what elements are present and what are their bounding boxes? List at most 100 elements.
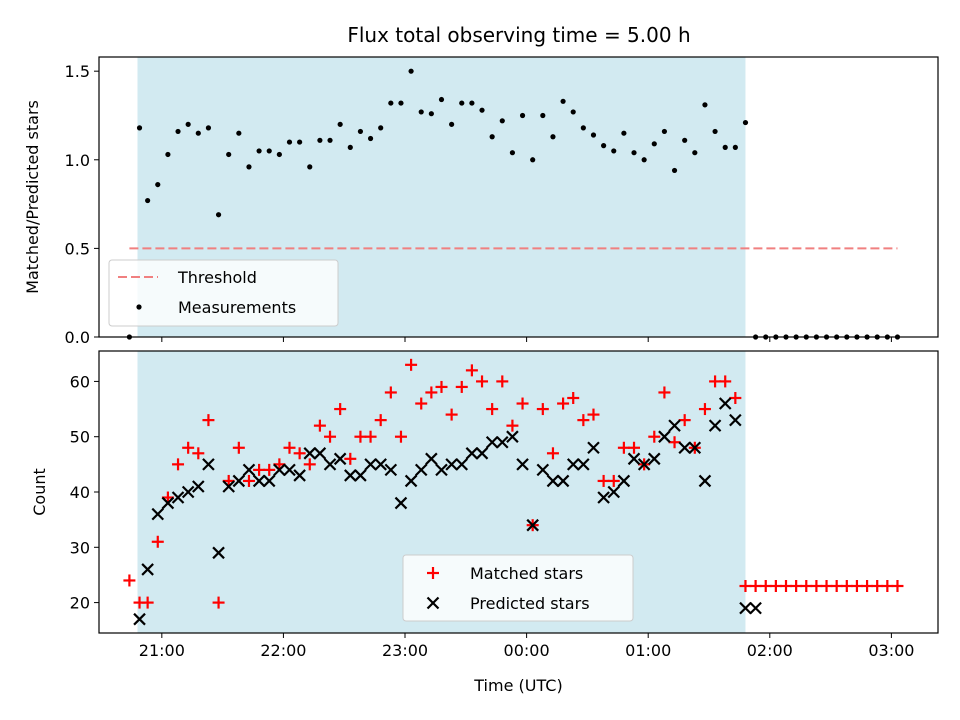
matched-point: [506, 419, 519, 432]
matched-point: [546, 447, 559, 460]
predicted-point: [475, 447, 489, 460]
y-tick-label: 1.0: [65, 151, 90, 170]
cross-stroke: [496, 435, 509, 449]
matched-point: [749, 580, 762, 592]
measurement-point: [185, 121, 191, 127]
cross-stroke: [475, 447, 489, 460]
measurement-point: [611, 148, 617, 154]
predicted-point: [425, 452, 438, 466]
matched-point: [790, 580, 803, 592]
matched-point: [123, 574, 136, 587]
top-ticks: 0.0 0.5 1.0 1.5: [65, 62, 892, 347]
x-tick-label: 21:00: [139, 641, 185, 660]
predicted-point: [749, 601, 762, 615]
measurement-point: [641, 157, 647, 163]
predicted-point: [171, 491, 185, 504]
matched-point: [334, 403, 347, 416]
matched-point: [800, 580, 813, 592]
matched-point: [384, 386, 397, 399]
measurement-point: [378, 125, 384, 131]
matched-point: [425, 386, 438, 399]
predicted-point: [364, 458, 377, 471]
measurement-point: [499, 118, 505, 124]
predicted-point: [587, 441, 600, 455]
matched-point: [182, 441, 195, 454]
y-tick-label: 0.5: [65, 239, 90, 258]
matched-point: [759, 580, 772, 592]
measurement-points: [126, 68, 901, 340]
measurement-point: [722, 144, 728, 150]
predicted-stars-points: [133, 397, 762, 626]
matched-point: [516, 397, 529, 410]
predicted-point: [151, 507, 165, 521]
matched-point: [891, 580, 904, 592]
measurement-point: [469, 100, 475, 106]
cross-stroke: [668, 419, 681, 432]
y-tick-label: 1.5: [65, 62, 90, 81]
cross-stroke: [374, 458, 387, 471]
measurement-point: [317, 137, 323, 143]
cross-stroke: [688, 441, 702, 455]
measurement-point: [256, 148, 262, 154]
predicted-point: [526, 518, 539, 532]
measurement-point: [671, 167, 678, 174]
measurement-point: [266, 148, 272, 154]
measurement-point: [590, 132, 597, 138]
cross-stroke: [161, 496, 175, 510]
predicted-point: [516, 458, 529, 471]
measurement-point: [682, 137, 688, 143]
matched-point: [486, 403, 499, 416]
bottom-y-axis-label: Count: [30, 468, 49, 516]
cross-stroke: [202, 458, 215, 471]
cross-stroke: [597, 491, 610, 504]
predicted-point: [718, 397, 732, 410]
measurement-point: [175, 128, 181, 135]
cross-stroke: [273, 463, 286, 477]
cross-stroke: [556, 474, 570, 488]
predicted-point: [688, 441, 702, 455]
predicted-point: [668, 419, 681, 432]
matched-point: [881, 580, 894, 592]
cross-stroke: [739, 601, 752, 615]
matched-point: [374, 414, 387, 427]
matched-point: [455, 380, 468, 393]
predicted-point: [546, 474, 560, 488]
matched-point: [202, 414, 215, 427]
measurement-point: [479, 107, 485, 113]
matched-point: [648, 430, 661, 443]
cross-stroke: [607, 485, 621, 499]
measurement-point: [388, 100, 394, 106]
cross-stroke: [566, 458, 580, 471]
measurement-point: [155, 181, 161, 188]
predicted-point: [607, 485, 621, 499]
predicted-point: [597, 491, 610, 504]
legend-matched-swatch: [427, 567, 439, 579]
measurement-point: [307, 164, 313, 170]
matched-point: [668, 436, 681, 449]
cross-stroke: [536, 463, 550, 477]
predicted-point: [577, 458, 590, 471]
cross-stroke: [718, 397, 732, 410]
predicted-point: [627, 452, 641, 466]
matched-point: [405, 358, 418, 371]
cross-stroke: [323, 458, 337, 471]
measurement-point: [226, 151, 232, 158]
y-tick-label: 0.0: [65, 328, 90, 347]
measurement-point: [205, 125, 212, 131]
cross-stroke: [212, 546, 225, 560]
cross-stroke: [181, 485, 195, 499]
predicted-point: [161, 496, 175, 510]
matched-point: [698, 403, 711, 416]
predicted-point: [133, 612, 146, 626]
predicted-point: [485, 435, 499, 449]
cross-stroke: [516, 458, 529, 471]
measurement-point: [337, 121, 343, 127]
matched-point: [212, 596, 225, 609]
predicted-point: [262, 474, 276, 488]
top-y-axis-label: Matched/Predicted stars: [23, 100, 42, 294]
predicted-point: [323, 458, 337, 471]
cross-stroke: [283, 463, 296, 477]
cross-stroke: [384, 463, 398, 477]
matched-point: [830, 580, 843, 592]
legend-measurements-label: Measurements: [178, 298, 296, 317]
